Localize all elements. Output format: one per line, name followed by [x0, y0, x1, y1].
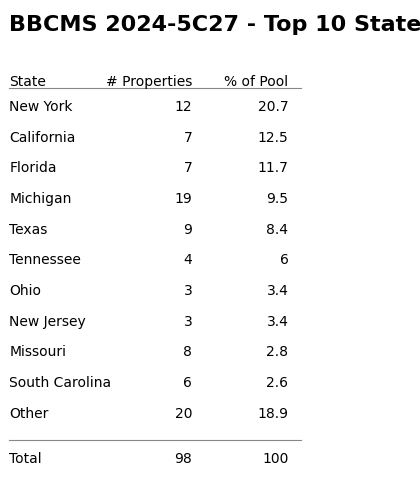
Text: 3.4: 3.4: [267, 315, 289, 329]
Text: 6: 6: [184, 376, 192, 390]
Text: Ohio: Ohio: [9, 284, 41, 298]
Text: 18.9: 18.9: [257, 407, 289, 421]
Text: 2.6: 2.6: [266, 376, 289, 390]
Text: 2.8: 2.8: [266, 345, 289, 359]
Text: Tennessee: Tennessee: [9, 253, 81, 267]
Text: % of Pool: % of Pool: [224, 75, 289, 90]
Text: 12.5: 12.5: [257, 131, 289, 145]
Text: 98: 98: [175, 452, 192, 466]
Text: 19: 19: [175, 192, 192, 206]
Text: 12: 12: [175, 100, 192, 114]
Text: Florida: Florida: [9, 161, 57, 175]
Text: 3: 3: [184, 284, 192, 298]
Text: 8: 8: [184, 345, 192, 359]
Text: Other: Other: [9, 407, 49, 421]
Text: 3: 3: [184, 315, 192, 329]
Text: 7: 7: [184, 161, 192, 175]
Text: # Properties: # Properties: [106, 75, 192, 90]
Text: California: California: [9, 131, 76, 145]
Text: 6: 6: [280, 253, 289, 267]
Text: New Jersey: New Jersey: [9, 315, 86, 329]
Text: 4: 4: [184, 253, 192, 267]
Text: 8.4: 8.4: [266, 223, 289, 237]
Text: Texas: Texas: [9, 223, 48, 237]
Text: 3.4: 3.4: [267, 284, 289, 298]
Text: 20: 20: [175, 407, 192, 421]
Text: South Carolina: South Carolina: [9, 376, 111, 390]
Text: BBCMS 2024-5C27 - Top 10 States: BBCMS 2024-5C27 - Top 10 States: [9, 15, 420, 35]
Text: 20.7: 20.7: [258, 100, 289, 114]
Text: Michigan: Michigan: [9, 192, 72, 206]
Text: 7: 7: [184, 131, 192, 145]
Text: Total: Total: [9, 452, 42, 466]
Text: New York: New York: [9, 100, 73, 114]
Text: 9: 9: [184, 223, 192, 237]
Text: 9.5: 9.5: [266, 192, 289, 206]
Text: State: State: [9, 75, 46, 90]
Text: Missouri: Missouri: [9, 345, 66, 359]
Text: 11.7: 11.7: [257, 161, 289, 175]
Text: 100: 100: [262, 452, 289, 466]
